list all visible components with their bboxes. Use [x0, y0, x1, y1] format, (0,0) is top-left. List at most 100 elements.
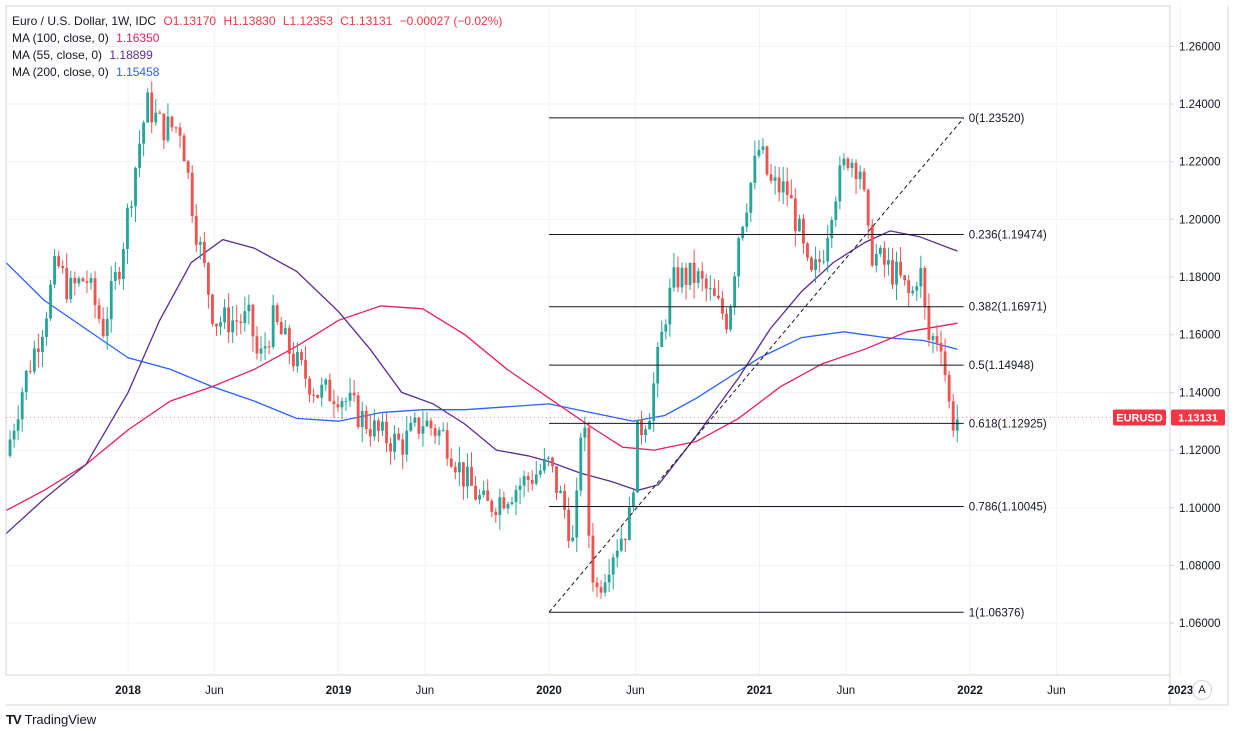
candle-body: [587, 427, 591, 536]
x-tick-label: 2018: [115, 685, 141, 697]
candle-body: [364, 410, 368, 429]
candle-body: [105, 319, 109, 337]
fib-retracement[interactable]: 0(1.23520) 0.236(1.19474) 0.382(1.16971) 0.…: [548, 113, 1047, 619]
candle-body: [866, 189, 870, 226]
candle-body: [259, 348, 263, 354]
candle-body: [312, 394, 316, 396]
candle-body: [899, 261, 902, 276]
candle-body: [741, 226, 745, 239]
candle-body: [482, 490, 486, 495]
fib-level-label: 0.618(1.12925): [969, 418, 1047, 430]
tradingview-brand[interactable]: TV TradingView: [6, 712, 96, 727]
low-value: L1.12353: [282, 14, 333, 28]
fib-level-label: 0.382(1.16971): [969, 302, 1047, 314]
candle-body: [498, 497, 502, 516]
auto-scale-button[interactable]: A: [1192, 680, 1212, 700]
candle-body: [109, 280, 113, 320]
candle-body: [704, 278, 708, 289]
candle-body: [595, 582, 599, 588]
candle-body: [729, 307, 732, 330]
candle-body: [660, 331, 664, 347]
candles: [8, 81, 959, 599]
candle-body: [441, 430, 445, 432]
candle-body: [672, 267, 676, 288]
candle-body: [158, 112, 162, 114]
candle-body: [20, 392, 24, 420]
candle-body: [53, 256, 56, 285]
ma-line: [5, 262, 958, 422]
candle-body: [951, 401, 955, 431]
legend-main-row: Euro / U.S. Dollar, 1W, IDC O1.13170 H1.…: [12, 13, 502, 30]
candle-body: [632, 492, 635, 508]
candle-body: [510, 502, 514, 504]
candle-body: [308, 378, 312, 395]
candle-body: [842, 158, 846, 166]
candle-body: [138, 143, 141, 168]
candle-body: [340, 401, 344, 408]
candle-body: [49, 284, 52, 319]
x-tick-label: 2023: [1168, 685, 1194, 697]
candle-body: [8, 439, 12, 456]
candle-body: [393, 433, 397, 452]
ma-55-label: MA (55, close, 0): [12, 48, 103, 62]
candle-body: [287, 328, 291, 354]
candle-body: [121, 249, 125, 280]
candle-body: [296, 351, 299, 367]
candle-body: [126, 207, 129, 250]
candle-body: [470, 466, 473, 486]
candle-body: [555, 466, 558, 494]
plot-frame: [5, 5, 1171, 676]
candle-body: [389, 443, 392, 452]
candle-body: [502, 497, 506, 509]
candle-body: [45, 318, 48, 337]
candle-body: [583, 427, 587, 438]
candle-body: [765, 146, 769, 175]
candle-body: [717, 295, 720, 299]
candle-body: [534, 474, 538, 484]
candle-body: [575, 490, 579, 538]
candle-body: [559, 490, 562, 494]
candle-body: [684, 267, 688, 286]
candle-body: [878, 247, 882, 255]
x-tick-label: Jun: [205, 685, 224, 697]
candle-body: [61, 265, 65, 269]
candle-body: [567, 509, 571, 542]
candle-body: [202, 241, 206, 264]
candle-body: [769, 174, 773, 181]
candle-body: [219, 322, 222, 327]
x-tick-label: 2019: [326, 685, 352, 697]
candle-body: [522, 476, 526, 486]
candle-body: [935, 336, 939, 343]
candle-body: [182, 135, 186, 162]
candle-body: [891, 260, 894, 285]
candle-body: [830, 220, 834, 239]
candle-body: [882, 247, 886, 265]
fib-level-label: 0.5(1.14948): [969, 360, 1034, 372]
candle-body: [490, 500, 494, 512]
candle-body: [134, 167, 137, 207]
ma-200-label: MA (200, close, 0): [12, 65, 109, 79]
candle-body: [336, 404, 340, 408]
x-tick-label: 2021: [747, 685, 773, 697]
candle-body: [247, 304, 251, 312]
candle-body: [235, 320, 239, 322]
candle-body: [194, 216, 198, 245]
candle-body: [753, 155, 757, 183]
candle-body: [101, 319, 105, 337]
candle-body: [737, 238, 741, 277]
y-tick-label: 1.24000: [1179, 99, 1221, 111]
candle-body: [818, 259, 822, 262]
candle-body: [494, 511, 498, 516]
candle-body: [579, 437, 583, 491]
candle-body: [251, 304, 255, 337]
candle-body: [927, 305, 931, 340]
candle-body: [405, 430, 409, 455]
candle-body: [28, 370, 32, 372]
candle-body: [89, 278, 93, 283]
candle-body: [24, 370, 28, 393]
candle-body: [923, 268, 927, 306]
candle-body: [514, 489, 518, 503]
candle-body: [648, 420, 652, 430]
candle-body: [777, 177, 781, 193]
